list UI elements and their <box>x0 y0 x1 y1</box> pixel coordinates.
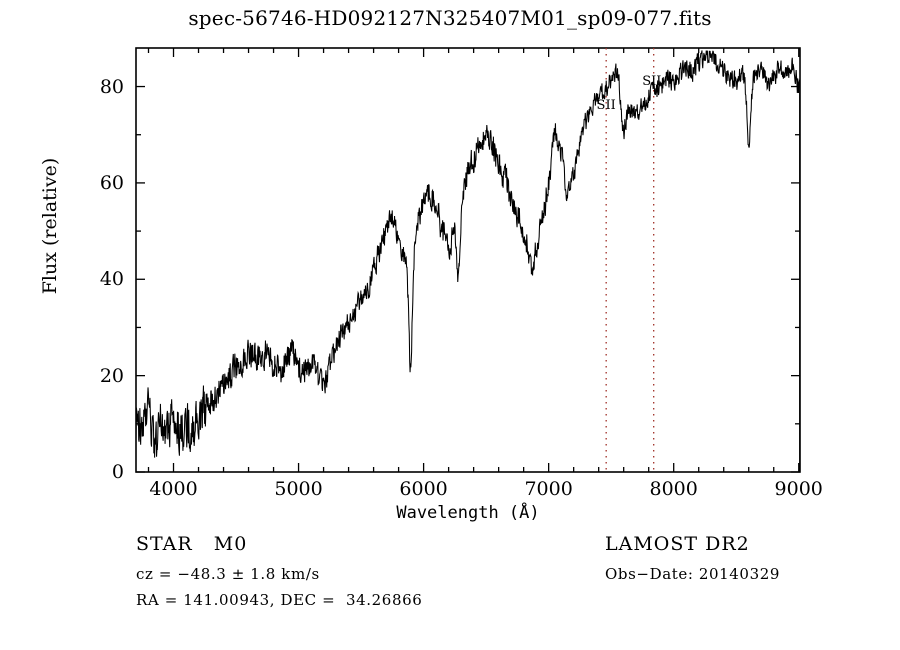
y-tick-label: 0 <box>111 461 124 483</box>
x-tick-label: 7000 <box>524 478 573 500</box>
y-tick-label: 40 <box>99 268 124 291</box>
redshift-line: cz = −48.3 ± 1.8 km/s <box>136 565 320 583</box>
obs-date-line: Obs−Date: 20140329 <box>605 565 781 583</box>
y-tick-label: 60 <box>99 171 124 194</box>
star-type-line: STAR M0 <box>136 533 248 555</box>
y-axis-label: Flux (relative) <box>39 157 61 295</box>
y-tick-label: 80 <box>99 75 124 98</box>
coordinates-line: RA = 141.00943, DEC = 34.26866 <box>136 591 423 609</box>
x-tick-label: 8000 <box>649 478 698 500</box>
metadata-left: STAR M0 cz = −48.3 ± 1.8 km/s RA = 141.0… <box>136 533 422 617</box>
plot-frame <box>135 47 801 473</box>
spectrum-trace <box>135 50 801 472</box>
y-tick-label: 20 <box>99 364 124 387</box>
x-axis-label: Wavelength (Å) <box>396 503 540 523</box>
page-title: spec-56746-HD092127N325407M01_sp09-077.f… <box>188 6 712 30</box>
x-tick-label: 9000 <box>774 478 823 500</box>
x-tick-label: 5000 <box>274 478 323 500</box>
x-tick-label: 6000 <box>399 478 448 500</box>
line-marker-label: SII <box>642 73 662 89</box>
line-marker-label: SII <box>596 97 616 113</box>
survey-name: LAMOST DR2 <box>605 533 750 555</box>
x-tick-label: 4000 <box>149 478 198 500</box>
metadata-right: LAMOST DR2 Obs−Date: 20140329 <box>605 533 780 591</box>
